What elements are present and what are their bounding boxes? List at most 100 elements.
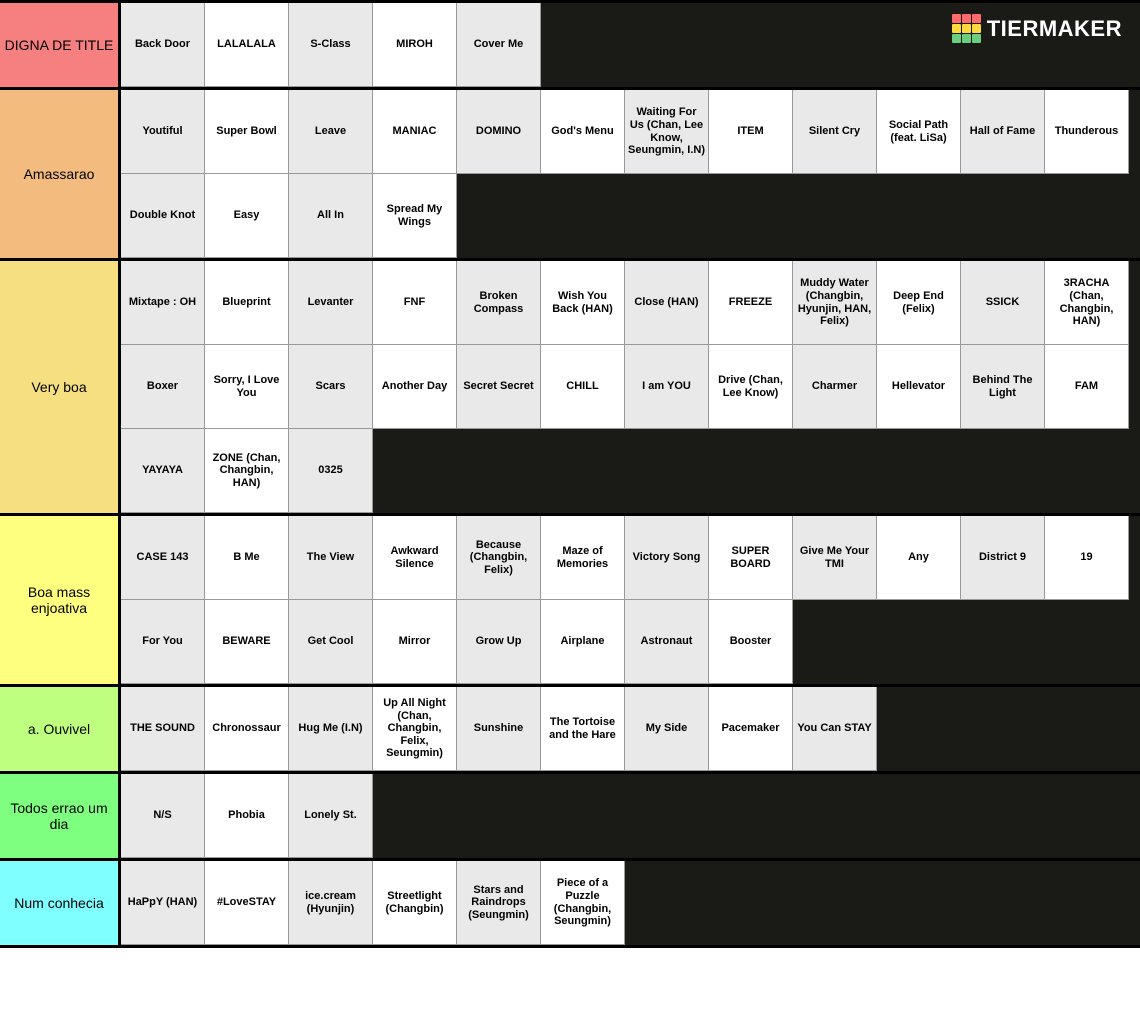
tier-item[interactable]: For You <box>121 600 205 684</box>
tier-item[interactable]: CASE 143 <box>121 516 205 600</box>
tier-item[interactable]: ice.cream (Hyunjin) <box>289 861 373 945</box>
tier-item[interactable]: Maze of Memories <box>541 516 625 600</box>
tier-label[interactable]: Boa mass enjoativa <box>0 516 121 684</box>
tier-item[interactable]: B Me <box>205 516 289 600</box>
tier-item[interactable]: ITEM <box>709 90 793 174</box>
tier-items: THE SOUNDChronossaurHug Me (I.N)Up All N… <box>121 687 1140 771</box>
tier-item[interactable]: Drive (Chan, Lee Know) <box>709 345 793 429</box>
tier-item[interactable]: Any <box>877 516 961 600</box>
tier-item[interactable]: 3RACHA (Chan, Changbin, HAN) <box>1045 261 1129 345</box>
tier-item[interactable]: Spread My Wings <box>373 174 457 258</box>
tier-item[interactable]: Sorry, I Love You <box>205 345 289 429</box>
tier-item[interactable]: Leave <box>289 90 373 174</box>
tier-item[interactable]: Hellevator <box>877 345 961 429</box>
tier-item[interactable]: Scars <box>289 345 373 429</box>
tier-item[interactable]: Up All Night (Chan, Changbin, Felix, Seu… <box>373 687 457 771</box>
tier-label[interactable]: DIGNA DE TITLE <box>0 3 121 87</box>
tier-item[interactable]: Streetlight (Changbin) <box>373 861 457 945</box>
tier-item[interactable]: FNF <box>373 261 457 345</box>
tier-item[interactable]: Mixtape : OH <box>121 261 205 345</box>
tier-item[interactable]: Stars and Raindrops (Seungmin) <box>457 861 541 945</box>
tier-item[interactable]: Lonely St. <box>289 774 373 858</box>
tier-item[interactable]: Close (HAN) <box>625 261 709 345</box>
tier-item[interactable]: SUPER BOARD <box>709 516 793 600</box>
tier-item[interactable]: MANIAC <box>373 90 457 174</box>
tier-item[interactable]: CHILL <box>541 345 625 429</box>
tier-item[interactable]: BEWARE <box>205 600 289 684</box>
tier-item[interactable]: Victory Song <box>625 516 709 600</box>
tier-item[interactable]: THE SOUND <box>121 687 205 771</box>
tier-item[interactable]: Youtiful <box>121 90 205 174</box>
tier-item[interactable]: Mirror <box>373 600 457 684</box>
tier-item[interactable]: Piece of a Puzzle (Changbin, Seungmin) <box>541 861 625 945</box>
tier-item[interactable]: HaPpY (HAN) <box>121 861 205 945</box>
tier-item[interactable]: Behind The Light <box>961 345 1045 429</box>
tier-item[interactable]: Astronaut <box>625 600 709 684</box>
tier-item[interactable]: Easy <box>205 174 289 258</box>
tier-item[interactable]: Pacemaker <box>709 687 793 771</box>
tier-item[interactable]: Chronossaur <box>205 687 289 771</box>
tier-item[interactable]: Another Day <box>373 345 457 429</box>
tier-item[interactable]: FREEZE <box>709 261 793 345</box>
tier-item[interactable]: ZONE (Chan, Changbin, HAN) <box>205 429 289 513</box>
tier-item[interactable]: S-Class <box>289 3 373 87</box>
tier-item[interactable]: N/S <box>121 774 205 858</box>
tier-item[interactable]: Muddy Water (Changbin, Hyunjin, HAN, Fel… <box>793 261 877 345</box>
tier-label[interactable]: a. Ouvivel <box>0 687 121 771</box>
tier-item[interactable]: Deep End (Felix) <box>877 261 961 345</box>
tier-label[interactable]: Num conhecia <box>0 861 121 945</box>
tier-item[interactable]: Because (Changbin, Felix) <box>457 516 541 600</box>
tier-label[interactable]: Amassarao <box>0 90 121 258</box>
tier-item[interactable]: Social Path (feat. LiSa) <box>877 90 961 174</box>
tier-item[interactable]: You Can STAY <box>793 687 877 771</box>
tier-label[interactable]: Todos errao um dia <box>0 774 121 858</box>
tier-item[interactable]: DOMINO <box>457 90 541 174</box>
tier-item[interactable]: Cover Me <box>457 3 541 87</box>
tier-item[interactable]: Charmer <box>793 345 877 429</box>
tier-item[interactable]: #LoveSTAY <box>205 861 289 945</box>
tier-item[interactable]: Broken Compass <box>457 261 541 345</box>
tier-item[interactable]: Sunshine <box>457 687 541 771</box>
tier-item[interactable]: Silent Cry <box>793 90 877 174</box>
tier-item[interactable]: MIROH <box>373 3 457 87</box>
tiermaker-logo[interactable]: TIERMAKER <box>952 14 1122 43</box>
tier-item[interactable]: Give Me Your TMI <box>793 516 877 600</box>
tier-item[interactable]: 19 <box>1045 516 1129 600</box>
tier-item[interactable]: YAYAYA <box>121 429 205 513</box>
tier-item[interactable]: Back Door <box>121 3 205 87</box>
tier-item[interactable]: Super Bowl <box>205 90 289 174</box>
tier-item[interactable]: Awkward Silence <box>373 516 457 600</box>
tier-item[interactable]: Airplane <box>541 600 625 684</box>
tier-item[interactable]: District 9 <box>961 516 1045 600</box>
tier-item[interactable]: Booster <box>709 600 793 684</box>
tier-item[interactable]: God's Menu <box>541 90 625 174</box>
tier-row: AmassaraoYoutifulSuper BowlLeaveMANIACDO… <box>0 90 1140 261</box>
tier-item[interactable]: Double Knot <box>121 174 205 258</box>
tier-item[interactable]: Boxer <box>121 345 205 429</box>
tier-item[interactable]: Wish You Back (HAN) <box>541 261 625 345</box>
tier-item[interactable]: 0325 <box>289 429 373 513</box>
tier-item[interactable]: Secret Secret <box>457 345 541 429</box>
tier-item[interactable]: I am YOU <box>625 345 709 429</box>
tier-item[interactable]: SSICK <box>961 261 1045 345</box>
tier-item[interactable]: LALALALA <box>205 3 289 87</box>
tier-item[interactable]: Hall of Fame <box>961 90 1045 174</box>
tier-label[interactable]: Very boa <box>0 261 121 513</box>
tier-items: Mixtape : OHBlueprintLevanterFNFBroken C… <box>121 261 1140 513</box>
tier-item[interactable]: Levanter <box>289 261 373 345</box>
tier-row: Boa mass enjoativaCASE 143B MeThe ViewAw… <box>0 516 1140 687</box>
tier-item[interactable]: Hug Me (I.N) <box>289 687 373 771</box>
tier-item[interactable]: The Tortoise and the Hare <box>541 687 625 771</box>
tier-item[interactable]: Waiting For Us (Chan, Lee Know, Seungmin… <box>625 90 709 174</box>
tier-item[interactable]: FAM <box>1045 345 1129 429</box>
tier-item[interactable]: Blueprint <box>205 261 289 345</box>
tier-item[interactable]: Get Cool <box>289 600 373 684</box>
tier-item[interactable]: Phobia <box>205 774 289 858</box>
tier-item[interactable]: Grow Up <box>457 600 541 684</box>
tier-item[interactable]: My Side <box>625 687 709 771</box>
tier-item[interactable]: The View <box>289 516 373 600</box>
tier-items: YoutifulSuper BowlLeaveMANIACDOMINOGod's… <box>121 90 1140 258</box>
tier-item[interactable]: Thunderous <box>1045 90 1129 174</box>
tier-item[interactable]: All In <box>289 174 373 258</box>
logo-icon <box>952 14 981 43</box>
